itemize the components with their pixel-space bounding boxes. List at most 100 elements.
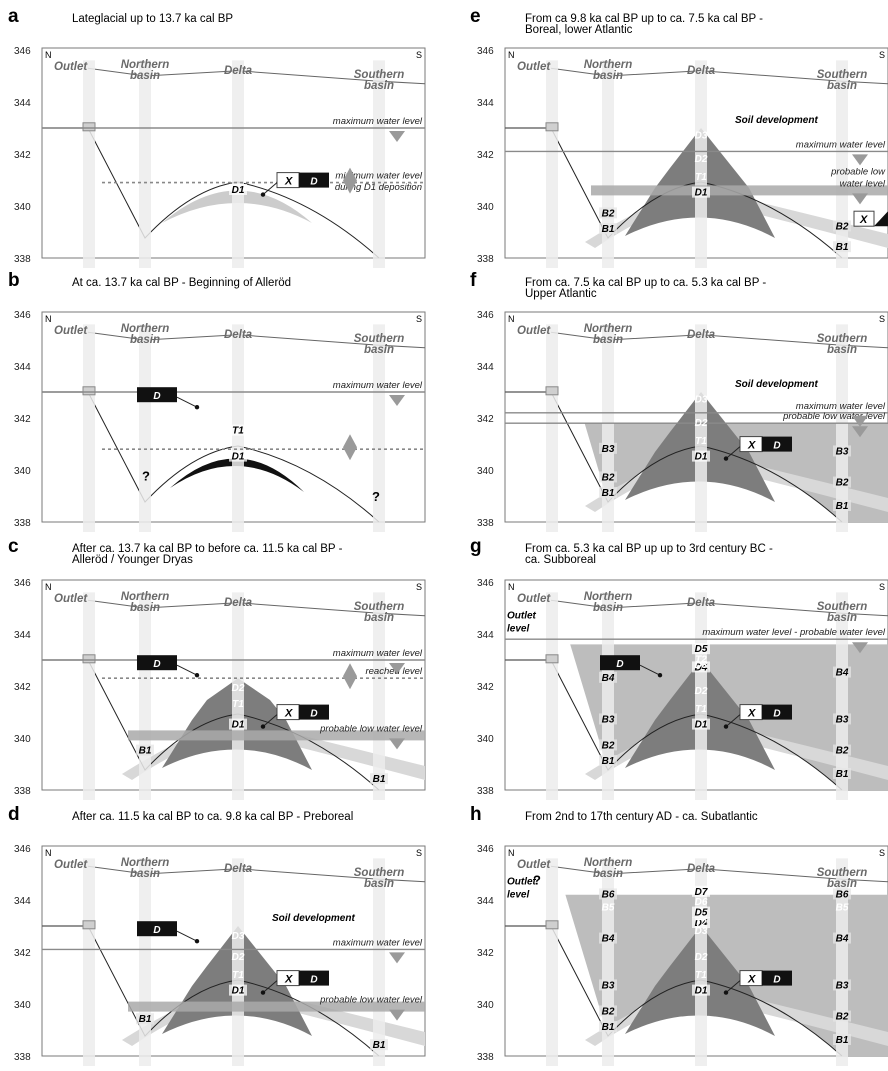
panel-letter: a <box>8 6 19 27</box>
panel-g: g From ca. 5.3 ka cal BP up up to 3rd cen… <box>470 536 888 800</box>
site-label-northern: Northern <box>121 323 170 335</box>
south-label: S <box>416 50 422 60</box>
unit-label: B2 <box>836 478 849 489</box>
site-label-basin-n: basin <box>130 70 160 82</box>
unit-label: D1 <box>232 986 245 997</box>
level-marker-triangle <box>852 154 868 166</box>
marker-leader <box>725 714 741 727</box>
core-column-south <box>373 60 385 269</box>
y-tick-label: 340 <box>477 734 494 745</box>
water-level-label: probable low water level <box>319 995 423 1006</box>
core-base <box>82 654 96 664</box>
core-column-outlet <box>546 60 558 269</box>
marker-point <box>260 724 266 729</box>
panel-letter: c <box>8 536 19 557</box>
panel-letter: e <box>470 6 481 27</box>
unit-label: B2 <box>602 472 615 483</box>
unit-bg <box>599 471 617 483</box>
y-tick-label: 342 <box>14 948 31 959</box>
core-column-delta <box>695 324 707 532</box>
unit-bg <box>599 487 617 498</box>
y-tick-label: 344 <box>14 896 31 907</box>
unit-label: B1 <box>836 242 849 253</box>
unit-label: T2 <box>695 655 707 666</box>
panel-title: After ca. 11.5 ka cal BP to ca. 9.8 ka c… <box>72 811 353 823</box>
panel-f: f From ca. 7.5 ka cal BP up to ca. 5.3 ka… <box>470 270 888 532</box>
core-column-south <box>373 592 385 800</box>
d-marker-box <box>137 921 177 937</box>
y-tick-label: 340 <box>14 202 31 213</box>
core-column-outlet <box>546 592 558 800</box>
north-label: N <box>45 314 52 324</box>
y-tick-label: 338 <box>477 518 494 529</box>
core-column-outlet <box>546 324 558 532</box>
site-label-basin-s: basin <box>364 612 394 624</box>
unit-label: B1 <box>373 774 386 785</box>
site-label-basin-s: basin <box>827 878 857 890</box>
panel-title: Lateglacial up to 13.7 ka cal BP <box>72 13 233 25</box>
soil-development-label: Soil development <box>735 115 818 126</box>
site-label-outlet: Outlet <box>517 325 551 337</box>
marker-leader <box>262 714 278 727</box>
water-level-label: probable low <box>830 166 886 177</box>
unit-label: B1 <box>139 1014 152 1025</box>
site-label-basin-s: basin <box>364 878 394 890</box>
outlet-level-label: level <box>507 889 529 900</box>
unit-bg <box>833 666 851 678</box>
site-label-southern: Southern <box>817 69 867 81</box>
unit-label: B6 <box>836 889 849 900</box>
y-tick-label: 340 <box>477 1000 494 1011</box>
unit-label: B1 <box>602 488 615 499</box>
site-label-outlet: Outlet <box>517 593 551 605</box>
outlet-level-label: Outlet <box>507 610 537 621</box>
unit-label: D4 <box>695 918 708 929</box>
unit-bg <box>599 979 617 991</box>
site-label-outlet: Outlet <box>54 61 88 73</box>
unit-bg <box>833 888 851 900</box>
unit-bg <box>136 744 154 756</box>
y-tick-label: 344 <box>477 98 494 109</box>
unit-bg <box>599 713 617 725</box>
unit-bg <box>599 1005 617 1017</box>
core-base <box>82 920 96 930</box>
unit-bg <box>370 1039 388 1051</box>
marker-point <box>194 939 200 944</box>
x-marker-label: X <box>747 708 756 720</box>
d-marker-label: D <box>153 391 160 402</box>
unit-label: D2 <box>695 418 708 429</box>
unit-label: B1 <box>373 1040 386 1051</box>
unit-label: B3 <box>836 980 849 991</box>
y-tick-label: 346 <box>14 310 31 321</box>
soil-development-label: Soil development <box>272 913 355 924</box>
y-tick-label: 338 <box>14 1052 31 1063</box>
site-label-northern: Northern <box>584 591 633 603</box>
unit-label: D4 <box>695 662 708 673</box>
unit-bg <box>599 223 617 234</box>
unit-bg <box>833 744 851 756</box>
marker-leader <box>262 980 278 993</box>
site-label-basin-n: basin <box>593 602 623 614</box>
d-marker-label: D <box>773 441 780 452</box>
x-marker-label: X <box>859 214 868 226</box>
level-marker-triangle <box>389 663 405 674</box>
panel-letter: g <box>470 536 482 557</box>
unit-bg <box>692 718 710 730</box>
north-label: N <box>45 582 52 592</box>
core-column-north <box>602 592 614 800</box>
site-label-basin-n: basin <box>593 70 623 82</box>
site-label-basin-s: basin <box>364 80 394 92</box>
water-level-label: maximum water level <box>333 937 423 948</box>
core-column-delta <box>695 60 707 269</box>
unit-label: B1 <box>836 501 849 512</box>
unit-label: B2 <box>836 221 849 232</box>
site-label-southern: Southern <box>817 601 867 613</box>
y-tick-label: 340 <box>477 466 494 477</box>
water-level-label: maximum water level <box>333 116 423 127</box>
unit-label: D1 <box>695 720 708 731</box>
south-label: S <box>416 582 422 592</box>
level-marker-triangle <box>852 415 868 427</box>
d-marker-box <box>600 655 640 671</box>
site-label-delta: Delta <box>224 863 253 875</box>
site-label-basin-n: basin <box>130 334 160 346</box>
